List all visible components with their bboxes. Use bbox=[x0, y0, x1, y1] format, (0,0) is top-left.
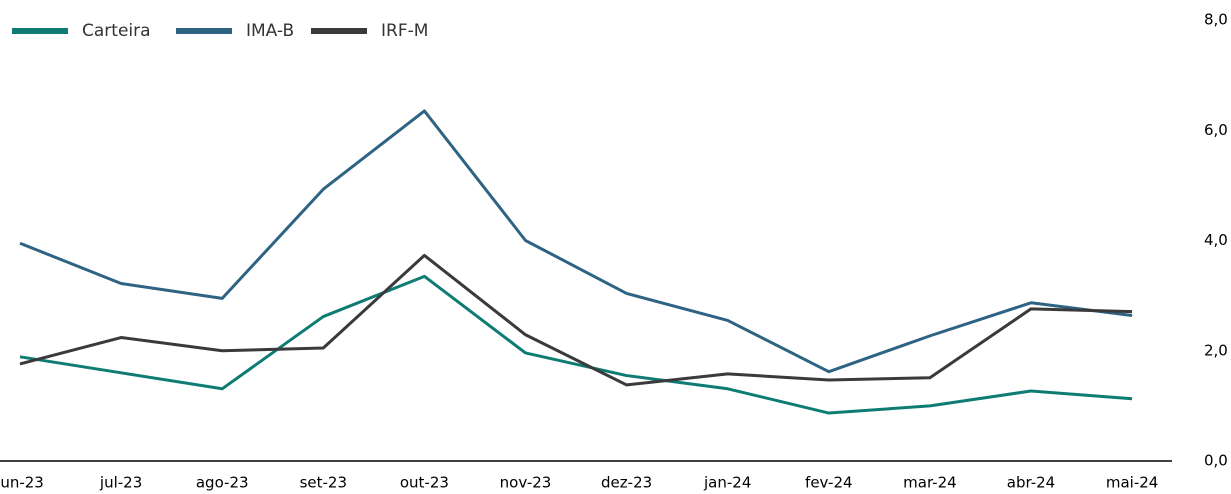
series-line bbox=[19, 253, 1133, 387]
legend-label: IRF-M bbox=[381, 21, 428, 41]
y-tick-label: 0,0 bbox=[1204, 452, 1228, 470]
legend-label: Carteira bbox=[82, 21, 151, 41]
x-tick-label: mar-24 bbox=[903, 474, 957, 492]
x-tick-label: abr-24 bbox=[1007, 474, 1055, 492]
x-tick-label: dez-23 bbox=[601, 474, 652, 492]
y-tick-label: 2,0 bbox=[1204, 341, 1228, 359]
x-tick-label: out-23 bbox=[400, 474, 449, 492]
series-line bbox=[19, 109, 1133, 374]
x-tick-label: nov-23 bbox=[500, 474, 552, 492]
y-tick-label: 6,0 bbox=[1204, 121, 1228, 139]
x-tick-label: jul-23 bbox=[99, 474, 142, 492]
x-tick-label: mai-24 bbox=[1106, 474, 1158, 492]
x-tick-label: fev-24 bbox=[805, 474, 852, 492]
x-tick-label: jun-23 bbox=[0, 474, 44, 492]
x-tick-label: ago-23 bbox=[196, 474, 249, 492]
x-tick-label: set-23 bbox=[300, 474, 347, 492]
series-line bbox=[19, 274, 1133, 415]
y-tick-label: 8,0 bbox=[1204, 11, 1228, 29]
x-tick-label: jan-24 bbox=[703, 474, 751, 492]
y-tick-label: 4,0 bbox=[1204, 231, 1228, 249]
legend-label: IMA-B bbox=[246, 21, 294, 41]
